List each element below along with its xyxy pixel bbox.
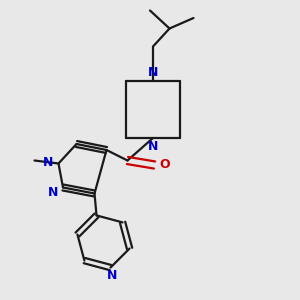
Text: N: N [107, 268, 117, 282]
Text: N: N [43, 155, 53, 169]
Text: O: O [160, 158, 170, 172]
Text: N: N [148, 65, 158, 79]
Text: N: N [148, 140, 158, 154]
Text: N: N [48, 185, 59, 199]
